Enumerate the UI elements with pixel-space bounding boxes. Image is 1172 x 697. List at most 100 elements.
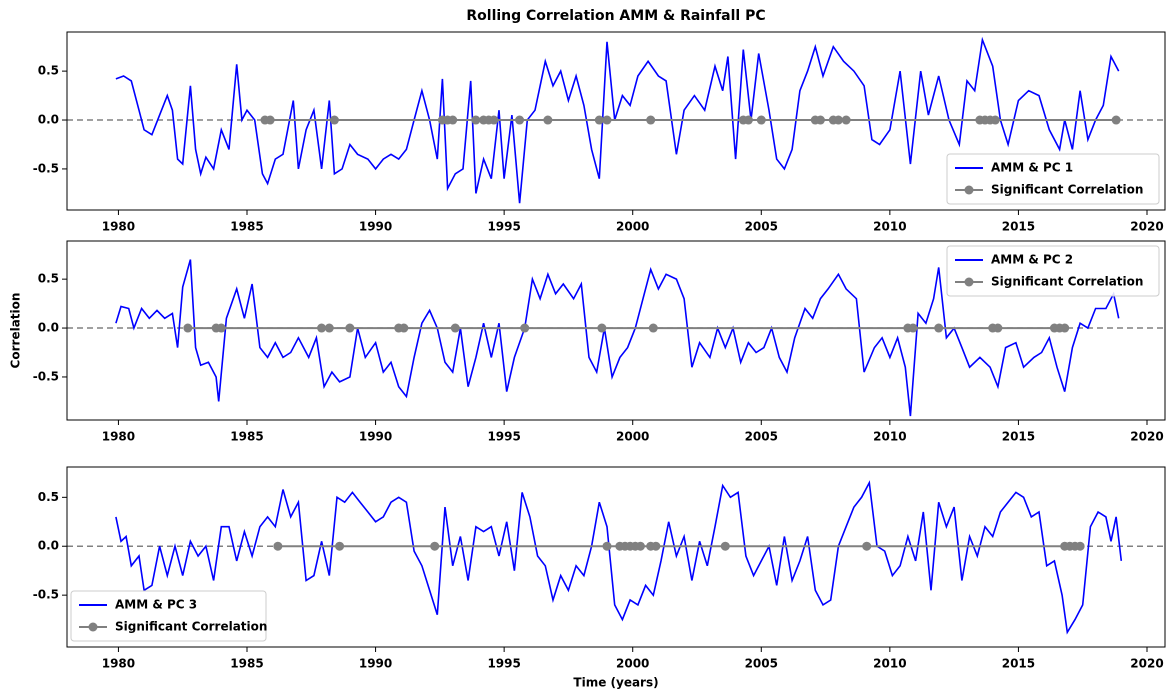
- significant-point: [335, 541, 345, 551]
- significant-point: [430, 541, 440, 551]
- x-axis-label: Time (years): [573, 676, 658, 690]
- significant-point: [543, 115, 553, 125]
- x-tick-label: 1980: [102, 657, 135, 671]
- significant-point: [317, 323, 327, 333]
- chart-title: Rolling Correlation AMM & Rainfall PC: [466, 8, 765, 24]
- x-tick-label: 2015: [1002, 430, 1035, 444]
- significant-point: [1060, 323, 1070, 333]
- series-line: [115, 36, 1120, 204]
- x-tick-label: 2000: [616, 430, 649, 444]
- significant-point: [273, 541, 283, 551]
- significant-point: [908, 323, 918, 333]
- significant-point: [450, 323, 460, 333]
- legend-marker: [88, 622, 98, 632]
- significant-point: [602, 541, 612, 551]
- x-tick-label: 1990: [359, 220, 392, 234]
- significant-point: [720, 541, 730, 551]
- significant-point: [990, 115, 1000, 125]
- significant-point: [646, 115, 656, 125]
- x-tick-label: 2010: [873, 430, 906, 444]
- legend-marker: [964, 185, 974, 195]
- significant-point: [756, 115, 766, 125]
- x-tick-label: 2015: [1002, 657, 1035, 671]
- legend-label: Significant Correlation: [991, 183, 1143, 197]
- x-tick-label: 1990: [359, 430, 392, 444]
- y-tick-label: -0.5: [33, 161, 59, 175]
- series-line: [115, 480, 1123, 635]
- x-tick-label: 1990: [359, 657, 392, 671]
- y-tick-label: 0.5: [38, 64, 59, 78]
- x-tick-label: 2010: [873, 657, 906, 671]
- y-tick-label: 0.5: [38, 490, 59, 504]
- significant-point: [993, 323, 1003, 333]
- legend-label: AMM & PC 1: [991, 161, 1073, 175]
- x-tick-label: 2015: [1002, 220, 1035, 234]
- x-tick-label: 2020: [1130, 657, 1163, 671]
- significant-point: [934, 323, 944, 333]
- y-tick-label: -0.5: [33, 588, 59, 602]
- significant-point: [815, 115, 825, 125]
- x-tick-label: 2020: [1130, 430, 1163, 444]
- x-tick-label: 1985: [230, 220, 263, 234]
- plot-frame: [66, 240, 1166, 421]
- legend: AMM & PC 1 Significant Correlation: [946, 153, 1160, 205]
- x-tick-label: 2010: [873, 220, 906, 234]
- x-tick-label: 1980: [102, 430, 135, 444]
- legend-box: [946, 153, 1160, 205]
- x-tick-label: 1995: [487, 220, 520, 234]
- significant-point: [651, 541, 661, 551]
- x-tick-label: 1985: [230, 430, 263, 444]
- x-tick-label: 2005: [745, 220, 778, 234]
- significant-point: [329, 115, 339, 125]
- plot-frame: [66, 31, 1166, 211]
- significant-point: [324, 323, 334, 333]
- y-tick-label: 0.0: [38, 321, 59, 335]
- legend-label: Significant Correlation: [991, 275, 1143, 289]
- x-tick-label: 2005: [745, 430, 778, 444]
- y-tick-label: 0.0: [38, 113, 59, 127]
- significant-point: [602, 115, 612, 125]
- significant-point: [515, 115, 525, 125]
- legend-label: AMM & PC 2: [991, 253, 1073, 267]
- y-axis-label: Correlation: [9, 293, 23, 369]
- significant-point: [345, 323, 355, 333]
- subplot: 1980 1985 1990 1995 2000 2005 2010 2015 2020 -0.5…: [33, 31, 1166, 234]
- x-tick-label: 1995: [487, 430, 520, 444]
- legend: AMM & PC 2 Significant Correlation: [946, 245, 1160, 297]
- legend: AMM & PC 3 Significant Correlation: [70, 590, 267, 642]
- significant-point: [183, 323, 193, 333]
- subplot: 1980 1985 1990 1995 2000 2005 2010 2015 2020 -0.5…: [33, 466, 1166, 671]
- significant-point: [743, 115, 753, 125]
- plot-frame: [66, 466, 1166, 648]
- significant-point: [594, 115, 604, 125]
- y-tick-label: -0.5: [33, 369, 59, 383]
- legend-box: [946, 245, 1160, 297]
- x-tick-label: 1980: [102, 220, 135, 234]
- y-tick-label: 0.0: [38, 539, 59, 553]
- significant-point: [489, 115, 499, 125]
- significant-point: [597, 323, 607, 333]
- x-tick-label: 1995: [487, 657, 520, 671]
- x-tick-label: 1985: [230, 657, 263, 671]
- significant-point: [1111, 115, 1121, 125]
- significant-point: [265, 115, 275, 125]
- legend-box: [70, 590, 267, 642]
- significant-point: [448, 115, 458, 125]
- significant-point: [216, 323, 226, 333]
- x-tick-label: 2020: [1130, 220, 1163, 234]
- significant-point: [833, 115, 843, 125]
- significant-point: [1075, 541, 1085, 551]
- significant-point: [841, 115, 851, 125]
- y-tick-label: 0.5: [38, 272, 59, 286]
- significant-point: [648, 323, 658, 333]
- x-tick-label: 2005: [745, 657, 778, 671]
- significant-point: [520, 323, 530, 333]
- significant-point: [635, 541, 645, 551]
- legend-label: Significant Correlation: [115, 620, 267, 634]
- x-tick-label: 2000: [616, 657, 649, 671]
- significant-point: [862, 541, 872, 551]
- legend-label: AMM & PC 3: [115, 598, 197, 612]
- legend-marker: [964, 277, 974, 287]
- subplot: 1980 1985 1990 1995 2000 2005 2010 2015 2020 -0.5…: [33, 240, 1166, 444]
